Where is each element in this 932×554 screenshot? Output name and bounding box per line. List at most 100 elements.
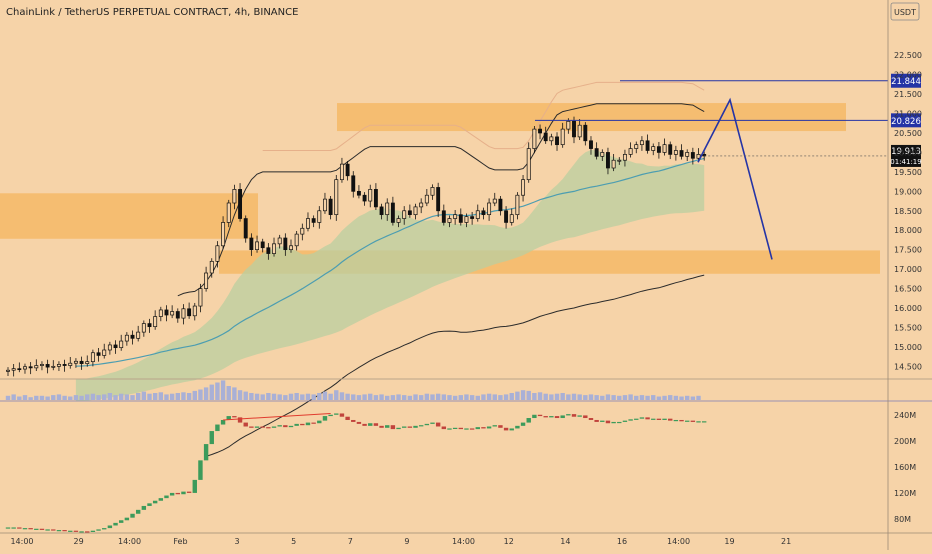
candle[interactable] [453,210,458,225]
candle[interactable] [215,241,220,268]
candle[interactable] [96,348,101,362]
candle[interactable] [113,340,118,354]
candle[interactable] [622,149,627,167]
candle[interactable] [368,184,373,208]
candle[interactable] [232,184,237,210]
candle[interactable] [509,208,514,226]
candle[interactable] [79,356,84,370]
candle[interactable] [164,305,169,322]
candle[interactable] [651,143,656,156]
candle[interactable] [243,215,248,243]
candle[interactable] [300,223,305,241]
candle[interactable] [34,359,39,371]
candle[interactable] [136,325,141,342]
candle[interactable] [56,361,61,371]
candle[interactable] [277,234,282,249]
candle[interactable] [555,132,559,151]
candle[interactable] [40,361,44,371]
candle[interactable] [583,122,588,146]
candle[interactable] [594,142,599,160]
candle[interactable] [181,304,186,325]
candle[interactable] [119,334,124,351]
candle[interactable] [458,208,463,226]
candle[interactable] [158,306,163,322]
candle[interactable] [645,134,650,154]
candle[interactable] [402,206,407,225]
candle[interactable] [153,310,158,330]
candle[interactable] [90,349,95,367]
candle[interactable] [345,161,350,181]
candle[interactable] [272,237,276,257]
candle[interactable] [464,213,469,228]
candle[interactable] [441,204,446,226]
candle[interactable] [628,142,633,158]
candle[interactable] [373,183,378,210]
candle[interactable] [515,192,520,220]
candle[interactable] [549,133,554,146]
candle[interactable] [107,341,112,355]
candle[interactable] [294,231,299,251]
candle[interactable] [600,149,605,161]
candle[interactable] [124,332,129,346]
candle[interactable] [656,141,661,159]
candle[interactable] [328,196,333,220]
candle[interactable] [668,141,673,160]
candle[interactable] [51,360,56,371]
candle[interactable] [385,198,390,221]
candle[interactable] [639,136,644,151]
candle[interactable] [187,302,192,319]
candle[interactable] [255,235,259,253]
candle[interactable] [572,116,576,144]
candle[interactable] [379,203,384,220]
candle[interactable] [175,308,180,323]
candle[interactable] [504,206,509,229]
candle[interactable] [45,359,50,374]
candle[interactable] [407,204,412,218]
candle[interactable] [339,157,344,183]
candle[interactable] [289,239,293,253]
candle[interactable] [192,302,197,321]
candle[interactable] [690,147,695,165]
candle[interactable] [238,183,243,222]
candle[interactable] [283,233,288,256]
candle[interactable] [487,198,492,221]
candle[interactable] [470,211,475,225]
candle[interactable] [430,184,435,200]
candle[interactable] [28,362,33,375]
candle[interactable] [221,216,226,249]
candle[interactable] [17,362,22,373]
candle[interactable] [492,192,497,207]
candle[interactable] [249,233,254,256]
candle[interactable] [606,147,610,175]
candle[interactable] [560,122,565,148]
candle[interactable] [73,358,78,368]
candle[interactable] [498,196,503,216]
candle[interactable] [475,204,480,222]
candle[interactable] [266,243,271,260]
candle[interactable] [141,320,146,337]
candle[interactable] [85,355,90,367]
currency-button[interactable] [890,2,920,21]
candle[interactable] [68,357,73,369]
candle[interactable] [311,215,316,228]
candle[interactable] [6,367,10,377]
candle[interactable] [317,206,322,229]
candles-layer[interactable] [6,116,707,377]
candle[interactable] [673,145,678,161]
candle[interactable] [334,175,339,221]
candle[interactable] [396,215,401,228]
candle[interactable] [170,305,175,319]
candle[interactable] [543,126,548,144]
candle[interactable] [662,138,667,156]
candle[interactable] [526,142,531,183]
candle[interactable] [521,175,526,202]
candle[interactable] [23,363,27,374]
candle[interactable] [481,207,486,220]
candle[interactable] [362,192,367,206]
candle[interactable] [611,154,616,172]
candle[interactable] [11,364,16,377]
candle[interactable] [260,238,265,253]
candle[interactable] [62,359,67,372]
candle[interactable] [634,141,639,154]
candle[interactable] [209,258,214,278]
